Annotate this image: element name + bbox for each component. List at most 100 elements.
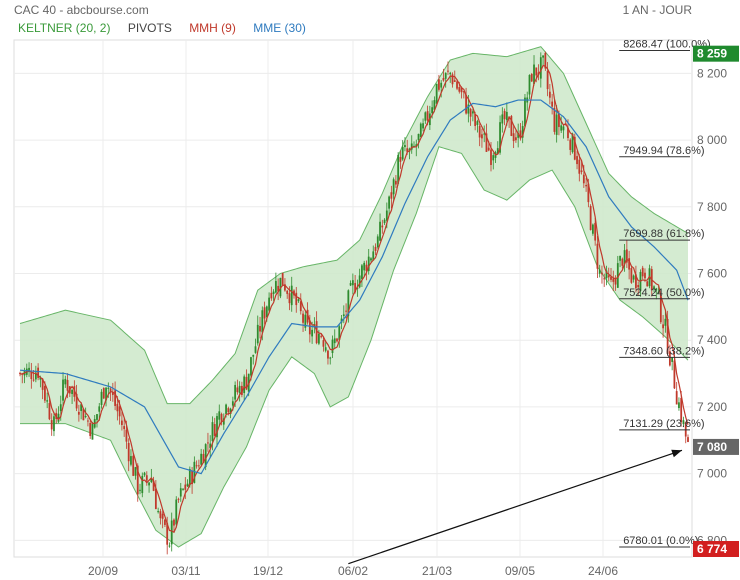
candle-body bbox=[41, 378, 44, 390]
candle-body bbox=[598, 269, 601, 274]
legend-pivots[interactable]: PIVOTS bbox=[127, 21, 172, 35]
candle-body bbox=[415, 144, 418, 147]
candle-body bbox=[519, 130, 522, 139]
candle-body bbox=[277, 285, 280, 292]
candle-body bbox=[157, 511, 160, 513]
keltner-lower-line bbox=[20, 146, 689, 548]
candle-body bbox=[274, 281, 277, 293]
candle-body bbox=[279, 277, 282, 297]
candle-body bbox=[109, 388, 112, 392]
mme-30-line bbox=[19, 99, 689, 475]
candle-body bbox=[462, 91, 465, 93]
candle-body bbox=[431, 107, 434, 114]
candle-body bbox=[152, 480, 155, 491]
candle-body bbox=[471, 111, 474, 114]
candle-body bbox=[320, 336, 323, 338]
legend-mmh[interactable]: MMH (9) bbox=[189, 21, 236, 35]
candle-body bbox=[231, 401, 234, 406]
candle-body bbox=[281, 272, 284, 285]
candle-body bbox=[134, 467, 137, 476]
candle-body bbox=[118, 406, 121, 417]
candle-body bbox=[562, 126, 565, 131]
x-tick-label: 19/12 bbox=[253, 564, 283, 578]
candle-body bbox=[143, 472, 146, 476]
mmh-9-line bbox=[19, 64, 689, 534]
candle-body bbox=[159, 511, 162, 519]
candle-body bbox=[361, 265, 363, 279]
candle-body bbox=[476, 121, 479, 125]
y-tick-label: 7 400 bbox=[697, 333, 727, 347]
candle-body bbox=[458, 87, 461, 92]
candle-body bbox=[390, 192, 393, 199]
candle-body bbox=[186, 483, 189, 487]
candle-body bbox=[161, 513, 164, 519]
candle-body bbox=[388, 196, 390, 209]
candle-body bbox=[356, 287, 359, 289]
candle-body bbox=[535, 67, 538, 76]
candle-body bbox=[306, 309, 309, 323]
candle-body bbox=[424, 112, 427, 121]
candle-body bbox=[220, 413, 223, 423]
candle-body bbox=[202, 453, 205, 464]
candle-body bbox=[222, 418, 225, 425]
chart-period[interactable]: 1 AN - JOUR bbox=[622, 3, 692, 17]
candle-body bbox=[621, 258, 624, 266]
candle-body bbox=[207, 442, 209, 444]
candle-body bbox=[474, 114, 477, 127]
candle-body bbox=[571, 133, 574, 153]
y-tick-label: 7 800 bbox=[697, 200, 727, 214]
candle-body bbox=[89, 422, 92, 436]
candle-body bbox=[311, 329, 314, 337]
candle-body bbox=[164, 519, 166, 525]
candle-body bbox=[340, 318, 343, 323]
candle-body bbox=[197, 465, 200, 467]
arrow-line bbox=[348, 449, 683, 565]
candle-body bbox=[213, 424, 216, 436]
candle-body bbox=[136, 465, 139, 495]
candle-body bbox=[505, 111, 508, 120]
candle-body bbox=[209, 443, 212, 448]
candle-body bbox=[84, 416, 87, 418]
candle-body bbox=[374, 246, 377, 251]
candle-body bbox=[154, 488, 157, 509]
legend-mme[interactable]: MME (30) bbox=[253, 21, 306, 35]
candle-body bbox=[308, 320, 311, 335]
candle-body bbox=[460, 87, 463, 93]
candle-body bbox=[284, 284, 286, 291]
candle-body bbox=[351, 280, 354, 286]
candle-body bbox=[569, 139, 572, 150]
candle-body bbox=[87, 420, 89, 422]
candle-body bbox=[539, 57, 542, 79]
candle-body bbox=[299, 301, 302, 312]
candle-body bbox=[236, 387, 239, 393]
candle-body bbox=[116, 403, 119, 412]
chart-title: CAC 40 - abcbourse.com bbox=[14, 3, 149, 17]
candle-body bbox=[148, 482, 150, 486]
candle-body bbox=[637, 284, 640, 288]
legend-keltner[interactable]: KELTNER (20, 2) bbox=[18, 21, 111, 35]
candle-body bbox=[66, 380, 69, 391]
candle-body bbox=[238, 385, 241, 393]
candle-body bbox=[646, 281, 649, 287]
candle-body bbox=[435, 83, 438, 104]
candle-body bbox=[510, 116, 513, 136]
candle-body bbox=[168, 545, 171, 547]
fib-label-5: 7131.29 (23.6%) bbox=[623, 418, 704, 430]
candle-body bbox=[659, 294, 662, 323]
candle-body bbox=[485, 133, 488, 152]
candle-body bbox=[139, 489, 141, 491]
candle-body bbox=[392, 179, 395, 195]
candle-body bbox=[644, 272, 646, 279]
fib-label-4: 7348.60 (38.2%) bbox=[623, 345, 704, 357]
candle-body bbox=[123, 426, 126, 430]
candle-body bbox=[105, 387, 107, 401]
candle-body bbox=[616, 263, 619, 288]
candle-body bbox=[30, 372, 33, 380]
price-tag bbox=[693, 45, 739, 62]
x-tick-label: 24/06 bbox=[588, 564, 618, 578]
candle-body bbox=[406, 148, 409, 152]
candle-body bbox=[268, 297, 270, 311]
candle-body bbox=[372, 251, 375, 261]
candle-body bbox=[623, 250, 626, 265]
